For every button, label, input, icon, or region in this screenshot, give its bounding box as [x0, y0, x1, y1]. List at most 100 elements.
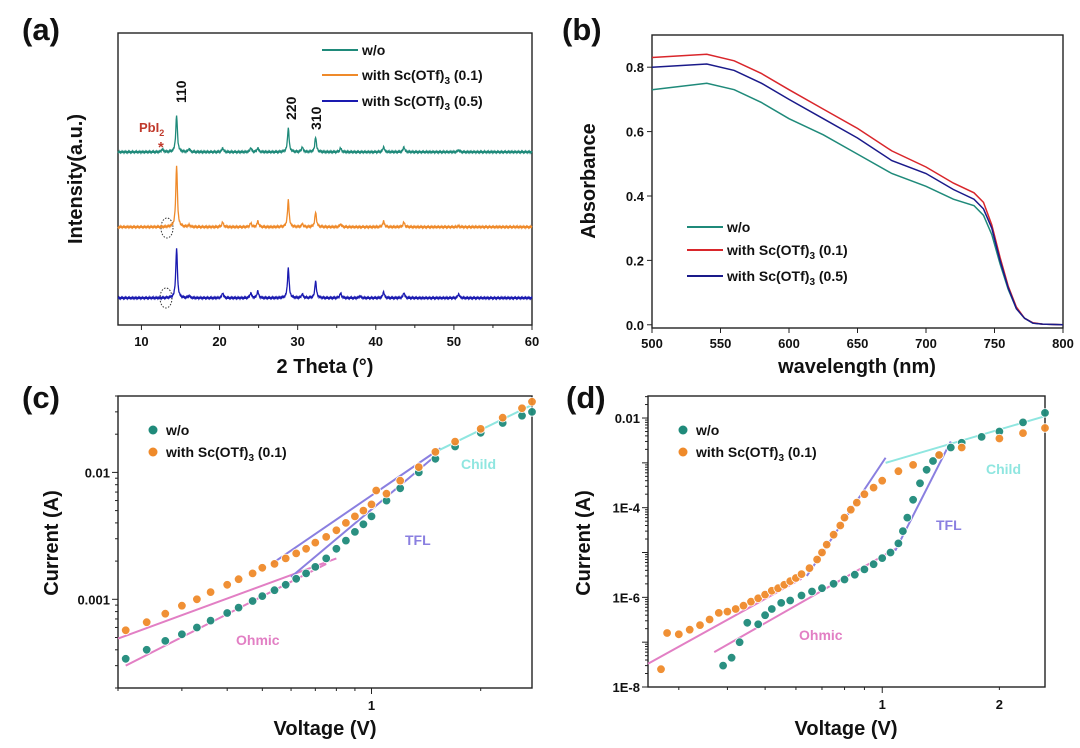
- data-point-with-sc: [1040, 423, 1050, 433]
- plot-frame-a: [117, 32, 533, 326]
- data-point-with-sc: [205, 587, 216, 597]
- x-tick-label-a: 40: [369, 334, 383, 349]
- data-point-wo: [192, 622, 202, 633]
- panel-label-d: (d): [566, 380, 606, 415]
- data-point-with-sc: [662, 628, 672, 638]
- data-point-wo: [807, 586, 817, 597]
- legend-label-d: w/o: [695, 422, 719, 438]
- legend-marker-d: [678, 447, 688, 457]
- data-point-with-sc: [685, 625, 695, 635]
- data-point-with-sc: [257, 563, 268, 573]
- data-point-with-sc: [192, 594, 202, 605]
- xaxis-title-b: wavelength (nm): [777, 356, 936, 378]
- data-point-with-sc: [822, 539, 832, 550]
- data-point-with-sc: [395, 476, 405, 486]
- xaxis-title-a: 2 Theta (°): [277, 356, 374, 378]
- x-tick-label-c: 1: [368, 698, 375, 713]
- data-point-wo: [257, 591, 268, 601]
- x-tick-label-b: 500: [641, 336, 663, 351]
- data-point-with-sc: [414, 462, 424, 472]
- data-point-wo: [921, 465, 932, 475]
- data-point-with-sc: [331, 525, 342, 536]
- data-point-with-sc: [517, 403, 527, 414]
- y-tick-label-b: 0.8: [626, 60, 644, 75]
- data-point-with-sc: [141, 617, 152, 627]
- data-point-with-sc: [301, 544, 311, 554]
- data-point-with-sc: [291, 548, 301, 559]
- fit-line-tfl: [290, 455, 437, 578]
- x-tick-label-d: 2: [996, 697, 1003, 712]
- yaxis-title-a: Intensity(a.u.): [65, 114, 87, 244]
- data-point-wo: [160, 636, 171, 646]
- data-point-wo: [247, 596, 258, 606]
- x-tick-label-b: 600: [778, 336, 800, 351]
- x-tick-label-a: 50: [447, 334, 461, 349]
- data-point-with-sc: [160, 609, 171, 619]
- data-point-wo: [976, 432, 987, 442]
- data-point-with-sc: [804, 563, 815, 573]
- absorbance-curve-0: [651, 82, 1064, 326]
- data-point-wo: [718, 660, 728, 671]
- fit-line-child: [885, 415, 1046, 464]
- data-point-with-sc: [828, 530, 839, 540]
- data-point-with-sc: [350, 511, 360, 522]
- panel-label-a: (a): [22, 12, 60, 47]
- data-point-wo: [742, 618, 753, 628]
- data-point-with-sc: [704, 614, 715, 625]
- data-point-with-sc: [341, 518, 351, 528]
- data-point-with-sc: [846, 505, 856, 515]
- data-point-wo: [898, 526, 908, 536]
- data-point-with-sc: [817, 547, 827, 558]
- data-point-with-sc: [321, 532, 331, 542]
- x-tick-label-b: 650: [847, 336, 869, 351]
- data-point-wo: [269, 585, 280, 595]
- data-point-with-sc: [177, 601, 187, 611]
- data-point-wo: [120, 654, 131, 664]
- data-point-wo: [341, 535, 351, 546]
- x-tick-label-b: 750: [984, 336, 1006, 351]
- legend-label-c: with Sc(OTf)3 (0.1): [165, 444, 287, 464]
- data-point-wo: [767, 604, 777, 614]
- xaxis-title-c: Voltage (V): [274, 718, 377, 740]
- data-point-wo: [1018, 417, 1028, 428]
- data-point-with-sc: [1018, 428, 1028, 438]
- data-point-wo: [868, 559, 879, 569]
- peak-label-110: 110: [173, 80, 189, 103]
- fit-label-child: Child: [986, 461, 1021, 477]
- x-tick-label-a: 10: [134, 334, 148, 349]
- data-point-wo: [839, 574, 850, 585]
- legend-label-a: w/o: [361, 42, 385, 58]
- data-point-wo: [828, 579, 839, 589]
- y-tick-label-d: 1E-4: [613, 501, 641, 516]
- data-point-wo: [785, 595, 795, 606]
- data-point-with-sc: [120, 625, 131, 636]
- data-point-wo: [205, 615, 216, 626]
- data-point-with-sc: [893, 466, 904, 476]
- data-point-with-sc: [934, 450, 944, 460]
- xrd-pattern-2: [117, 248, 533, 301]
- data-point-with-sc: [674, 629, 684, 640]
- data-point-wo: [885, 547, 896, 558]
- data-point-with-sc: [868, 482, 879, 493]
- x-tick-label-a: 30: [290, 334, 304, 349]
- y-tick-label-b: 0.6: [626, 125, 644, 140]
- yaxis-title-b: Absorbance: [578, 123, 600, 239]
- xrd-pattern-1: [117, 165, 533, 230]
- legend-label-a: with Sc(OTf)3 (0.5): [361, 93, 483, 113]
- data-point-with-sc: [269, 559, 280, 569]
- data-point-wo: [350, 527, 360, 537]
- data-point-wo: [753, 619, 763, 630]
- data-point-wo: [877, 553, 887, 563]
- data-point-with-sc: [839, 512, 850, 523]
- plot-frame-b: [651, 34, 1064, 329]
- data-point-wo: [177, 629, 187, 640]
- data-point-with-sc: [722, 606, 733, 617]
- data-point-wo: [233, 602, 244, 613]
- data-point-wo: [301, 568, 311, 579]
- xaxis-title-d: Voltage (V): [795, 718, 898, 740]
- data-point-wo: [908, 495, 918, 505]
- data-point-wo: [796, 590, 807, 601]
- legend-marker-c: [148, 425, 158, 435]
- y-tick-label-d: 1E-8: [613, 680, 640, 695]
